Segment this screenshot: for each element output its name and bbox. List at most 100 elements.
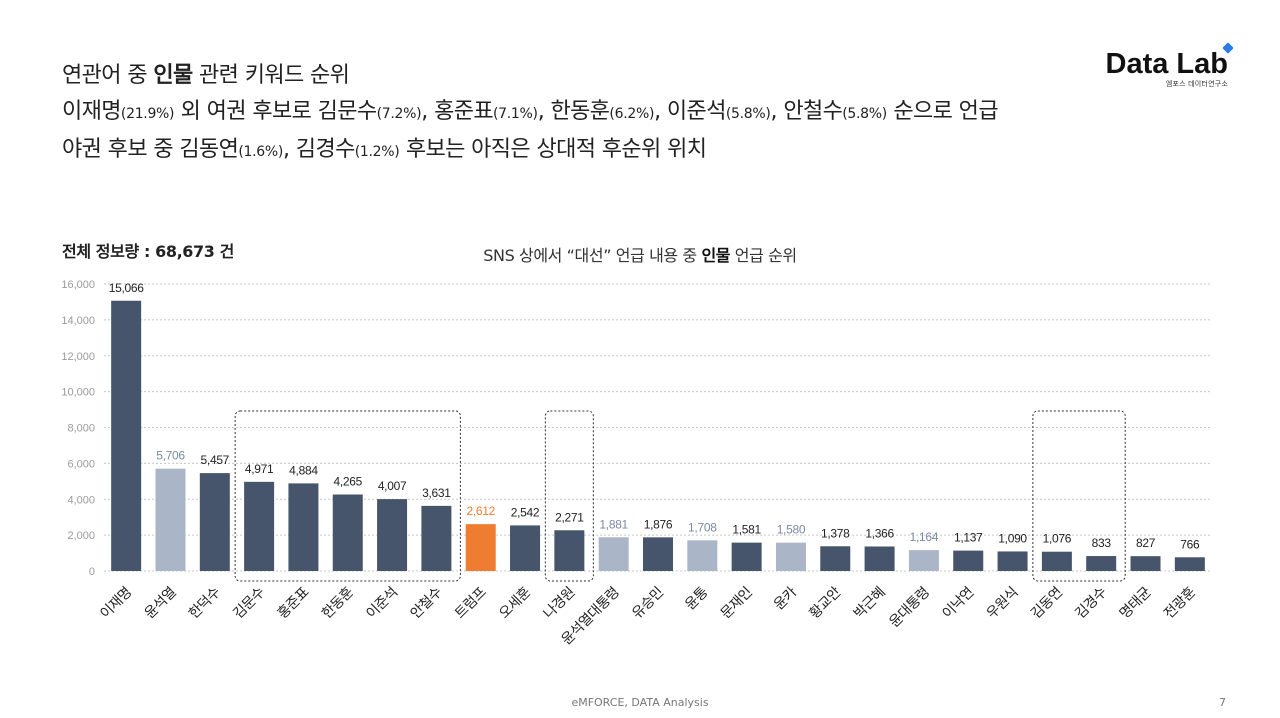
headline: 연관어 중 인물 관련 키워드 순위 이재명(21.9%) 외 여권 후보로 김…: [62, 58, 999, 170]
headline-pct: (1.2%): [354, 144, 400, 160]
headline-text: 연관어 중: [62, 63, 154, 88]
headline-pct: (7.2%): [376, 106, 422, 122]
bar-value-label: 1,378: [821, 526, 850, 540]
category-label: 한덕수: [186, 584, 224, 622]
category-label: 윤대통령: [886, 585, 932, 631]
bar-value-label: 1,881: [599, 517, 628, 531]
category-label: 나경원: [541, 585, 579, 623]
category-label: 홍준표: [275, 584, 313, 622]
headline-text: , 김경수: [283, 137, 355, 162]
category-label: 윤카: [771, 584, 800, 613]
category-label: 윤석열: [142, 585, 180, 623]
chart-title: SNS 상에서 “대선” 언급 내용 중 인물 언급 순위: [0, 242, 1280, 266]
bar: [731, 542, 762, 571]
category-label: 김문수: [230, 584, 268, 622]
headline-pct: (7.1%): [493, 106, 538, 122]
bar-value-label: 1,076: [1043, 532, 1072, 546]
category-label: 이낙연: [939, 585, 977, 623]
y-tick-label: 12,000: [61, 351, 95, 363]
headline-pct: (5.8%): [842, 106, 887, 122]
category-label: 안철수: [408, 584, 446, 622]
headline-text: 이재명: [62, 99, 122, 124]
highlight-box: [234, 410, 461, 582]
y-tick-label: 0: [89, 566, 95, 578]
bar: [820, 546, 851, 571]
bar-value-label: 4,971: [245, 462, 274, 476]
y-tick-label: 8,000: [67, 423, 95, 435]
headline-text: , 홍준표: [421, 99, 493, 124]
bar-value-label: 4,884: [289, 463, 318, 477]
headline-pct: (6.2%): [609, 106, 655, 122]
bar-value-label: 1,708: [688, 520, 717, 534]
bar: [864, 546, 895, 571]
headline-pct: (21.9%): [120, 106, 175, 122]
category-label: 한동훈: [319, 584, 357, 622]
bar: [155, 468, 186, 571]
bar: [1174, 557, 1205, 571]
bar: [1130, 556, 1161, 571]
bar-value-label: 3,631: [422, 486, 451, 500]
category-label: 이재명: [97, 585, 135, 623]
chart-title-text: SNS 상에서 “대선” 언급 내용 중: [483, 246, 702, 265]
bar-value-label: 15,066: [109, 281, 145, 295]
bar-value-label: 1,581: [732, 523, 761, 537]
bar: [377, 499, 408, 571]
bar: [111, 300, 142, 571]
chart-title-text: 언급 순위: [730, 246, 797, 265]
category-label: 유승민: [629, 585, 667, 623]
bar: [908, 550, 939, 571]
bar-value-label: 2,271: [555, 510, 584, 524]
total-volume-label: 전체 정보량 : 68,673 건: [62, 242, 234, 261]
category-label: 전광훈: [1161, 584, 1199, 622]
bar-value-label: 1,164: [910, 530, 939, 544]
category-label: 트럼프: [452, 584, 490, 622]
y-tick-label: 2,000: [67, 530, 95, 542]
bar-value-label: 1,137: [954, 531, 983, 545]
category-label: 박근혜: [851, 585, 889, 623]
headline-text: , 이준석: [654, 99, 726, 124]
headline-text: 외 여권 후보로 김문수: [174, 99, 378, 124]
bar: [1041, 551, 1072, 571]
headline-text: 후보는 아직은 상대적 후순위 위치: [399, 137, 707, 162]
headline-text: 관련 키워드 순위: [192, 63, 350, 88]
headline-pct: (5.8%): [725, 106, 771, 122]
bar-value-label: 2,542: [511, 505, 540, 519]
headline-line-3: 야권 후보 중 김동연(1.6%), 김경수(1.2%) 후보는 아직은 상대적…: [62, 132, 998, 170]
headline-text: 순으로 언급: [886, 99, 998, 124]
footer-source: eMFORCE, DATA Analysis: [571, 696, 709, 709]
category-label: 오세훈: [496, 584, 534, 622]
headline-text: , 한동훈: [537, 99, 610, 124]
headline-line-1: 연관어 중 인물 관련 키워드 순위: [62, 58, 998, 94]
category-label: 문재인: [718, 585, 756, 623]
bar: [997, 551, 1028, 571]
bar: [332, 494, 363, 571]
logo-brand-text: Data Lab: [1105, 48, 1228, 80]
bar: [598, 537, 629, 571]
bar-value-label: 1,366: [865, 526, 894, 540]
headline-pct: (1.6%): [238, 144, 284, 160]
bar: [643, 537, 673, 571]
category-label: 명태균: [1117, 584, 1155, 622]
bar-value-label: 1,580: [777, 523, 806, 537]
bar-value-label: 827: [1136, 536, 1156, 550]
headline-text: 야권 후보 중 김동연: [62, 137, 239, 162]
bar-value-label: 1,090: [998, 531, 1027, 545]
bar: [288, 483, 319, 571]
bar: [554, 530, 585, 571]
highlight-box: [544, 410, 594, 582]
category-label: 김동연: [1028, 585, 1066, 623]
bar: [421, 505, 452, 571]
bar-value-label: 5,457: [201, 453, 230, 467]
bar-value-label: 4,007: [378, 479, 407, 493]
highlight-box: [1032, 410, 1126, 582]
y-tick-label: 6,000: [67, 458, 95, 470]
bar-value-label: 4,265: [333, 474, 362, 488]
bar: [244, 481, 275, 571]
headline-bold: 인물: [153, 63, 193, 88]
category-label: 윤통: [682, 584, 711, 613]
bar: [775, 542, 806, 571]
page-number: 7: [1219, 696, 1226, 709]
logo-brand: Data Lab: [1105, 42, 1234, 81]
category-label: 황교안: [807, 584, 845, 622]
